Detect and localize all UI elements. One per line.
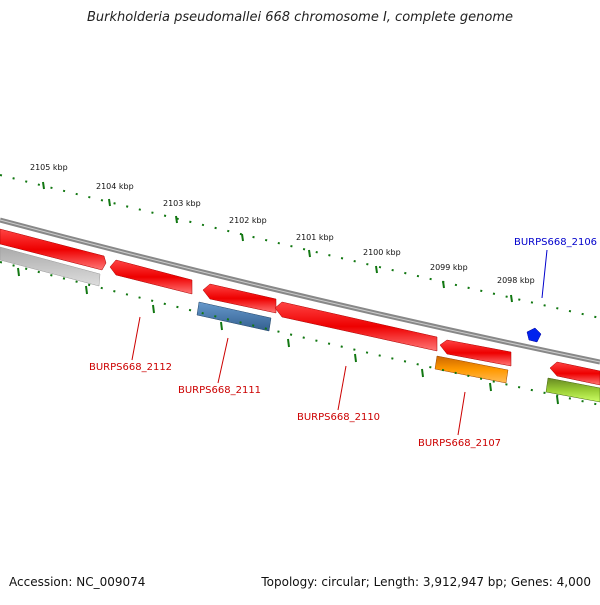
tick-label: 2105 kbp bbox=[30, 163, 68, 172]
tick-major bbox=[375, 265, 378, 274]
accession-text: Accession: NC_009074 bbox=[9, 575, 146, 589]
tick-label: 2104 kbp bbox=[96, 182, 134, 191]
tick-major bbox=[442, 280, 445, 289]
gene-label-2112[interactable]: BURPS668_2112 bbox=[89, 362, 172, 373]
tick-major bbox=[421, 368, 424, 378]
gene-label-2106[interactable]: BURPS668_2106 bbox=[514, 237, 597, 248]
gene-label-2107[interactable]: BURPS668_2107 bbox=[418, 438, 501, 449]
tick-label: 2103 kbp bbox=[163, 199, 201, 208]
tick-major bbox=[42, 181, 45, 190]
tick-label: 2100 kbp bbox=[363, 248, 401, 257]
feature-burps668-2105[interactable] bbox=[549, 361, 600, 386]
tick-major bbox=[152, 304, 155, 314]
tick-major bbox=[510, 294, 513, 303]
gene-label-2111[interactable]: BURPS668_2111 bbox=[178, 385, 261, 396]
chromosome-backbone-highlight bbox=[0, 219, 600, 363]
tick-major bbox=[108, 198, 111, 207]
feature-gray-block[interactable] bbox=[0, 246, 101, 287]
feature-burps668-2106[interactable] bbox=[526, 327, 542, 343]
tick-major bbox=[85, 285, 88, 295]
tick-label: 2101 kbp bbox=[296, 233, 334, 242]
leader-line bbox=[457, 391, 466, 436]
tick-major bbox=[556, 395, 559, 405]
tick-label: 2102 kbp bbox=[229, 216, 267, 225]
tick-major bbox=[287, 338, 290, 348]
feature-blue-block[interactable] bbox=[196, 301, 272, 332]
genome-info-text: Topology: circular; Length: 3,912,947 bp… bbox=[261, 575, 591, 589]
tick-major bbox=[17, 267, 20, 277]
tick-label: 2098 kbp bbox=[497, 276, 535, 285]
feature-orange-block[interactable] bbox=[434, 355, 509, 384]
tick-major bbox=[241, 233, 244, 242]
leader-line bbox=[337, 365, 347, 411]
tick-major bbox=[308, 249, 311, 258]
inner-scale-track bbox=[0, 261, 600, 406]
feature-burps668-2112[interactable] bbox=[109, 259, 193, 295]
feature-burps668-2113[interactable] bbox=[0, 228, 107, 271]
leader-line bbox=[541, 249, 548, 299]
tick-major bbox=[489, 382, 492, 392]
outer-scale-track bbox=[0, 174, 600, 319]
feature-green-block[interactable] bbox=[545, 377, 600, 403]
tick-label: 2099 kbp bbox=[430, 263, 468, 272]
feature-burps668-2110[interactable] bbox=[274, 301, 438, 352]
feature-burps668-2111-red[interactable] bbox=[202, 283, 277, 314]
tick-major bbox=[220, 321, 223, 331]
leader-line bbox=[131, 316, 141, 361]
feature-burps668-2107[interactable] bbox=[439, 339, 512, 367]
tick-major bbox=[175, 215, 178, 224]
gene-label-2110[interactable]: BURPS668_2110 bbox=[297, 412, 380, 423]
map-title: Burkholderia pseudomallei 668 chromosome… bbox=[86, 10, 514, 25]
tick-major bbox=[354, 353, 357, 363]
leader-line bbox=[217, 337, 229, 384]
